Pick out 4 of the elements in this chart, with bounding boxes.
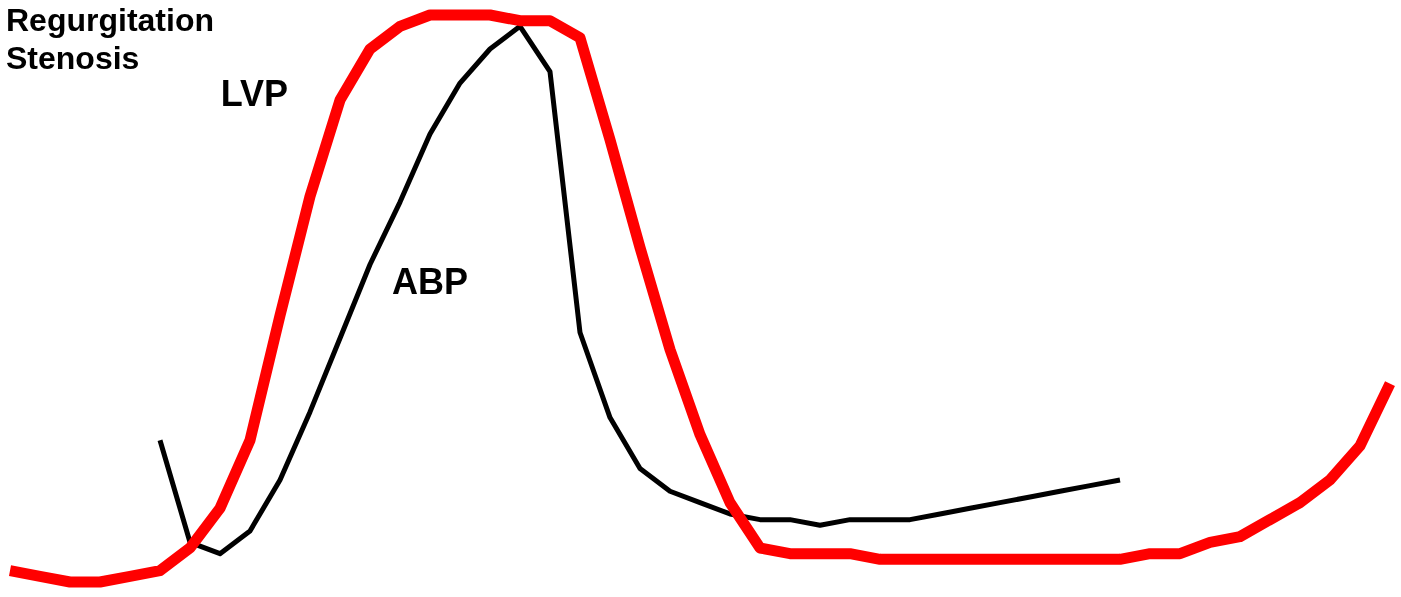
series-label: LVP xyxy=(220,73,288,115)
series-label: ABP xyxy=(392,261,469,303)
annotation: Regurgitation xyxy=(6,1,214,38)
annotation: Stenosis xyxy=(6,39,140,76)
